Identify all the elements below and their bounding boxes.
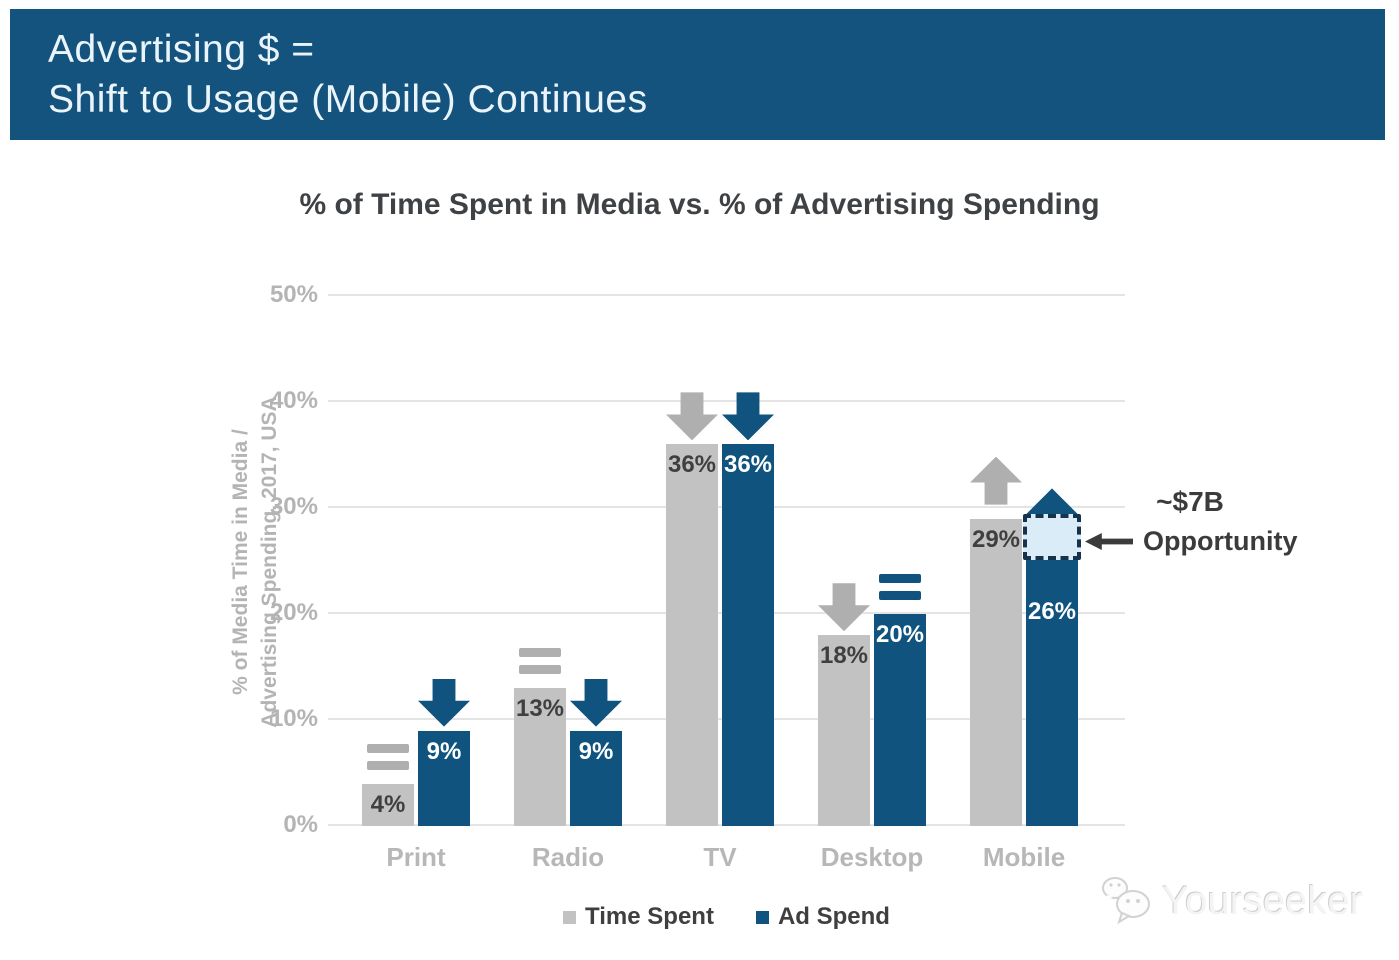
- watermark-text: Yourseeker: [1162, 878, 1363, 923]
- category-label: Radio: [531, 842, 605, 872]
- trend-down-icon: [666, 392, 718, 441]
- y-tick-label: 0%: [283, 811, 318, 838]
- trend-down-icon: [570, 678, 622, 727]
- trend-down-icon: [418, 678, 470, 727]
- watermark: Yourseeker: [1100, 872, 1363, 930]
- bar-value-label: 18%: [819, 642, 869, 670]
- plot-area: 0% 10% 20% 30% 40% 50% 4% 9%: [270, 281, 1125, 872]
- bar-ad-spend: 20%: [874, 614, 926, 826]
- y-tick-label: 40%: [269, 387, 318, 414]
- bar-time-spent: 29%: [970, 518, 1022, 826]
- legend-swatch-time-spent: [563, 910, 577, 924]
- bar-value-label: 36%: [723, 451, 773, 479]
- arrow-left-icon: [1085, 533, 1133, 550]
- annotation-label: Opportunity: [1143, 526, 1298, 556]
- banner-line-2: Shift to Usage (Mobile) Continues: [48, 78, 648, 121]
- trend-equals-icon: [362, 743, 414, 770]
- y-tick-label: 30%: [269, 493, 318, 520]
- bar-group-radio: 13% 9% Radio: [513, 648, 623, 872]
- legend-label: Ad Spend: [777, 903, 890, 930]
- bar-value-label: 26%: [1027, 598, 1077, 626]
- y-axis-label-line-1: % of Media Time in Media /: [229, 429, 252, 695]
- trend-down-icon: [818, 583, 870, 632]
- opportunity-gap-box: [1023, 514, 1081, 561]
- legend-label: Time Spent: [585, 903, 714, 930]
- trend-down-icon: [722, 392, 774, 441]
- bar-value-label: 36%: [667, 451, 717, 479]
- bar-value-label: 9%: [426, 737, 462, 765]
- bar-group-tv: 36% 36% TV: [665, 392, 775, 872]
- opportunity-annotation: ~$7B Opportunity: [1085, 486, 1298, 557]
- bar-time-spent: 18%: [818, 635, 870, 826]
- bar-group-print: 4% 9% Print: [361, 678, 471, 872]
- gridline: [328, 294, 1125, 296]
- chat-bubbles-logo-icon: [1102, 877, 1151, 925]
- chart-title: % of Time Spent in Media vs. % of Advert…: [299, 188, 1100, 221]
- bar-ad-spend: 9%: [418, 730, 470, 826]
- bar-time-spent: 4%: [362, 783, 414, 826]
- trend-up-icon: [970, 456, 1022, 505]
- category-label: Desktop: [820, 842, 924, 872]
- bar-value-label: 29%: [971, 525, 1021, 553]
- legend-item-time-spent: Time Spent: [563, 903, 714, 931]
- bar-time-spent: 36%: [666, 444, 718, 826]
- legend-swatch-ad-spend: [755, 910, 769, 924]
- gridline: [328, 400, 1125, 402]
- legend-item-ad-spend: Ad Spend: [755, 903, 890, 931]
- annotation-value: ~$7B: [1156, 486, 1224, 517]
- bar-group-desktop: 18% 20% Desktop: [817, 574, 927, 872]
- category-label: TV: [703, 842, 737, 872]
- bar-value-label: 20%: [875, 621, 925, 648]
- y-axis-label: % of Media Time in Media / Advertising S…: [226, 362, 286, 762]
- bar-ad-spend: 26%: [1023, 514, 1081, 826]
- y-tick-label: 50%: [269, 281, 318, 308]
- y-axis-label-line-2: Advertising Spending, 2017, USA: [258, 396, 281, 728]
- y-tick-label: 10%: [269, 705, 318, 732]
- trend-equals-icon: [874, 574, 926, 600]
- legend: Time Spent Ad Spend: [328, 903, 1125, 931]
- y-tick-label: 20%: [269, 599, 318, 626]
- bar-value-label: 9%: [578, 737, 614, 765]
- category-label: Mobile: [982, 842, 1066, 872]
- bar-value-label: 13%: [515, 695, 565, 723]
- header-banner: Advertising $ = Shift to Usage (Mobile) …: [10, 9, 1385, 140]
- bar-ad-spend: 9%: [570, 730, 622, 826]
- bar-group-mobile: 29% 26% Mobile: [969, 456, 1081, 872]
- bar-time-spent: 13%: [514, 688, 566, 826]
- trend-equals-icon: [514, 648, 566, 675]
- bar-value-label: 4%: [370, 790, 406, 818]
- category-label: Print: [386, 842, 446, 872]
- banner-line-1: Advertising $ =: [48, 28, 315, 71]
- bar-ad-spend: 36%: [722, 444, 774, 826]
